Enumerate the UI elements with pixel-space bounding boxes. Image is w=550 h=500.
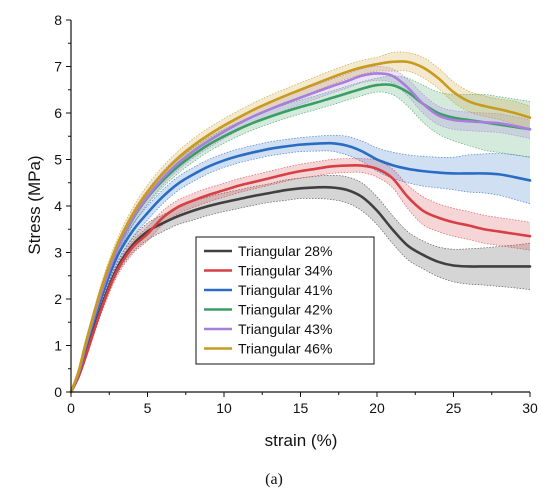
band-upper-edge-series-6 bbox=[70, 51, 531, 393]
line-series-3 bbox=[69, 141, 532, 394]
figure-caption: (a) bbox=[265, 471, 283, 488]
legend: Triangular 28% Triangular 34% Triangular 4… bbox=[195, 236, 375, 365]
band-series-3 bbox=[71, 135, 530, 392]
y-tick-label: 0 bbox=[54, 384, 62, 400]
y-tick-label: 2 bbox=[54, 291, 62, 307]
line-series-6 bbox=[69, 60, 532, 394]
x-tick-label: 10 bbox=[216, 400, 232, 416]
axes: 0 5 10 15 20 25 30 0 1 2 3 4 5 6 7 8 bbox=[54, 12, 538, 416]
band-lower-edge-series-3 bbox=[70, 150, 531, 393]
y-tick-label: 4 bbox=[54, 198, 62, 214]
x-tick-label: 20 bbox=[369, 400, 385, 416]
x-tick-label: 15 bbox=[293, 400, 309, 416]
band-lower-edge-series-2 bbox=[70, 171, 531, 393]
x-tick-label: 5 bbox=[144, 400, 152, 416]
line-series-5 bbox=[69, 72, 532, 394]
band-upper-edge-series-3 bbox=[70, 134, 531, 393]
y-tick-label: 1 bbox=[54, 338, 62, 354]
y-tick-label: 5 bbox=[54, 152, 62, 168]
y-tick-label: 3 bbox=[54, 245, 62, 261]
band-lower-edge-series-5 bbox=[70, 80, 531, 393]
y-axis-label: Stress (MPa) bbox=[25, 155, 44, 254]
series-lines bbox=[69, 60, 532, 394]
x-axis-label: strain (%) bbox=[265, 431, 338, 450]
line-series-2 bbox=[69, 163, 532, 394]
line-series-1 bbox=[69, 185, 532, 394]
legend-label: Triangular 41% bbox=[238, 282, 332, 298]
y-tick-label: 6 bbox=[54, 105, 62, 121]
legend-label: Triangular 43% bbox=[238, 321, 332, 337]
band-series-2 bbox=[71, 158, 530, 392]
x-tick-label: 30 bbox=[522, 400, 538, 416]
band-upper-edge-series-2 bbox=[70, 158, 531, 393]
y-tick-label: 8 bbox=[54, 12, 62, 28]
x-tick-label: 25 bbox=[446, 400, 462, 416]
band-series-4 bbox=[71, 75, 530, 393]
legend-box bbox=[195, 236, 375, 365]
y-tick-label: 7 bbox=[54, 59, 62, 75]
band-upper-edge-series-4 bbox=[70, 75, 531, 393]
x-tick-label: 0 bbox=[67, 400, 75, 416]
legend-label: Triangular 34% bbox=[238, 263, 332, 279]
legend-label: Triangular 28% bbox=[238, 243, 332, 259]
band-lower-edge-series-4 bbox=[70, 91, 531, 393]
band-lower-edge-series-1 bbox=[70, 198, 531, 393]
legend-label: Triangular 46% bbox=[238, 341, 332, 357]
legend-label: Triangular 42% bbox=[238, 302, 332, 318]
